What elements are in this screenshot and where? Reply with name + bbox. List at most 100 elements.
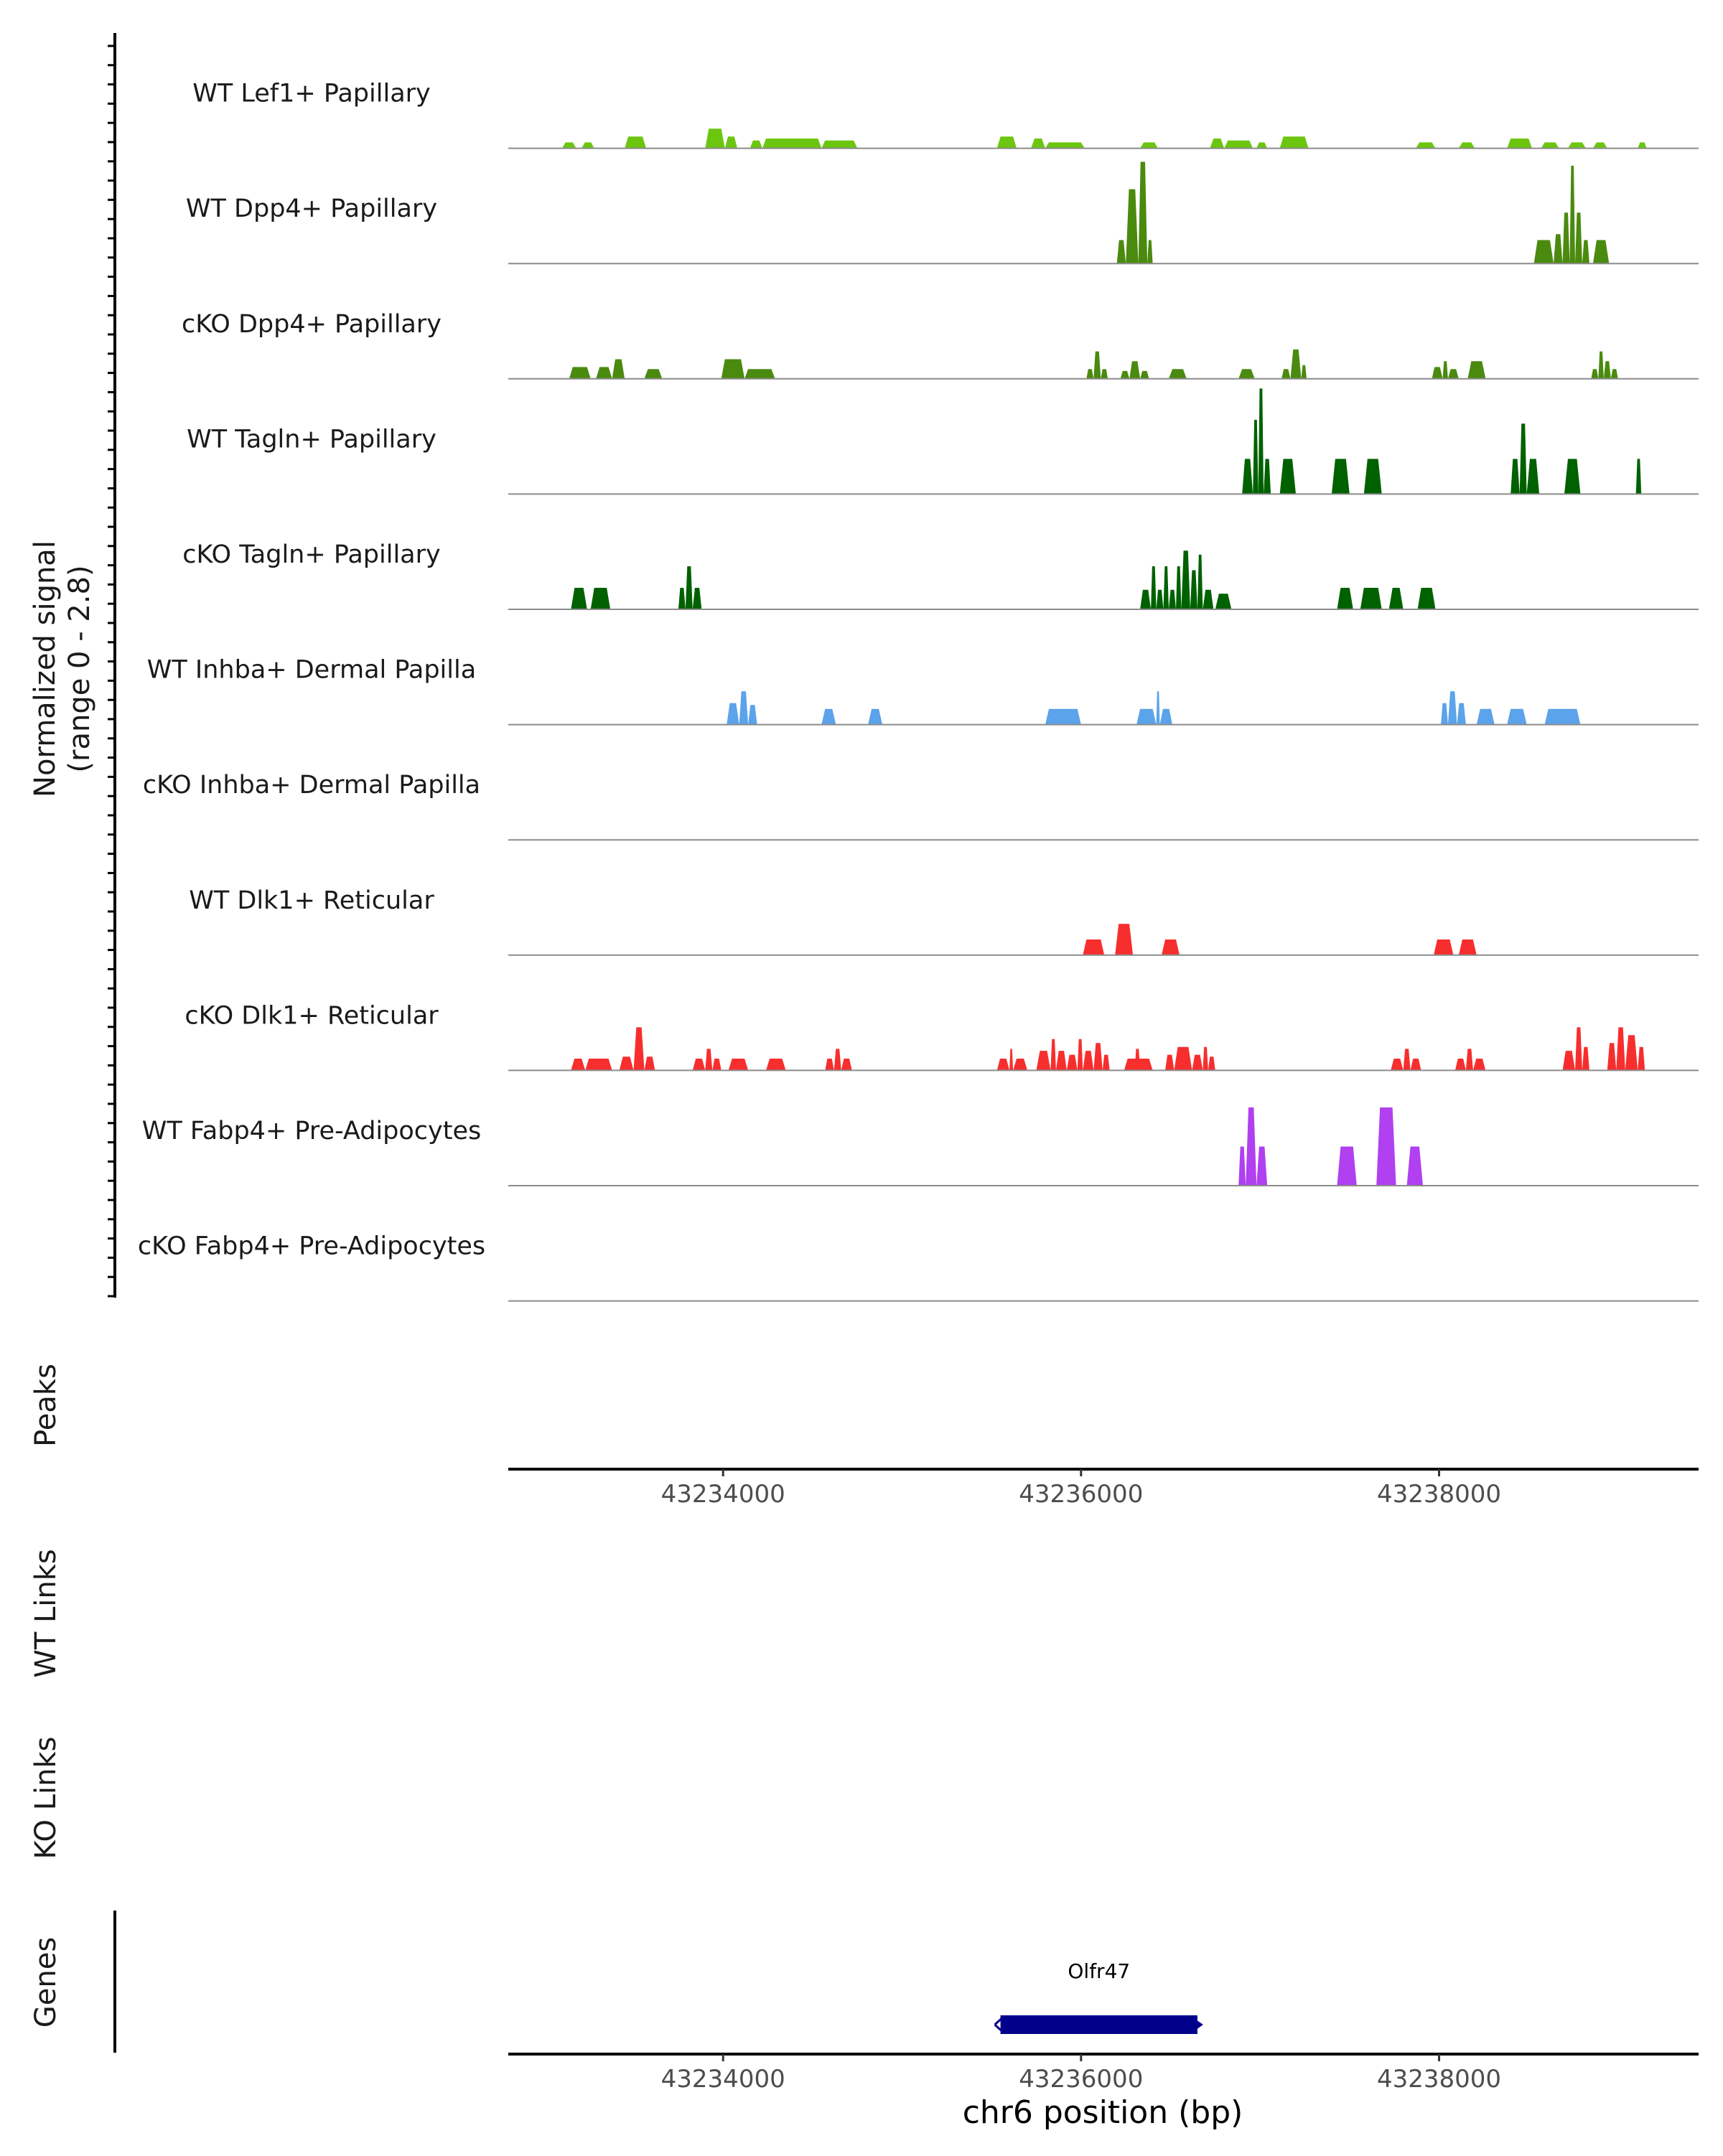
signal-segment bbox=[1591, 369, 1599, 379]
track-label: WT Tagln+ Papillary bbox=[187, 425, 436, 454]
signal-segment bbox=[1215, 594, 1232, 609]
signal-segment bbox=[1417, 588, 1436, 609]
track-label: cKO Fabp4+ Pre-Adipocytes bbox=[138, 1232, 485, 1261]
signal-segment bbox=[1406, 1146, 1423, 1186]
signal-segment bbox=[841, 1059, 852, 1071]
signal-segment bbox=[1598, 351, 1604, 379]
gene-name-label: Olfr47 bbox=[1068, 1959, 1130, 1983]
signal-segment bbox=[1434, 939, 1454, 955]
signal-segment bbox=[1507, 139, 1533, 149]
signal-segment bbox=[1156, 589, 1164, 609]
signal-segment bbox=[766, 1059, 786, 1071]
signal-segment bbox=[996, 136, 1017, 149]
track-label: WT Inhba+ Dermal Papilla bbox=[147, 656, 476, 685]
signal-segment bbox=[1050, 1039, 1056, 1071]
signal-segment bbox=[762, 139, 822, 149]
signal-segment bbox=[1140, 370, 1149, 379]
signal-segment bbox=[1458, 142, 1475, 149]
signal-segment bbox=[1129, 361, 1141, 379]
signal-segment bbox=[1203, 589, 1214, 609]
signal-segment bbox=[1635, 459, 1642, 495]
signal-segment bbox=[1603, 361, 1611, 379]
signal-segment bbox=[739, 691, 749, 725]
signal-segment bbox=[727, 703, 739, 725]
signal-segment bbox=[1610, 369, 1618, 379]
signal-segment bbox=[1165, 1054, 1175, 1071]
signal-segment bbox=[834, 1049, 841, 1071]
signal-segment bbox=[1616, 1027, 1625, 1071]
signal-segment bbox=[721, 359, 745, 379]
signal-segment bbox=[1442, 361, 1448, 379]
track-4: cKO Tagln+ Papillary bbox=[182, 540, 1699, 610]
signal-segment bbox=[1410, 1059, 1421, 1071]
signal-segment bbox=[1181, 550, 1190, 609]
signal-segment bbox=[1447, 691, 1457, 725]
signal-segment bbox=[728, 1059, 749, 1071]
signal-segment bbox=[1190, 570, 1197, 609]
signal-segment bbox=[1159, 708, 1172, 725]
signal-segment bbox=[590, 588, 611, 609]
gene-track: Olfr47 bbox=[994, 1959, 1203, 2034]
signal-segment bbox=[619, 1056, 634, 1071]
coverage-y-axis bbox=[108, 33, 116, 1298]
signal-segment bbox=[1120, 370, 1130, 379]
x-axis-genes: 43234000 43236000 43238000 bbox=[508, 2053, 1699, 2094]
signal-segment bbox=[1432, 367, 1443, 379]
signal-segment bbox=[1454, 1059, 1466, 1071]
signal-segment bbox=[596, 367, 612, 379]
signal-segment bbox=[644, 369, 663, 379]
track-3: WT Tagln+ Papillary bbox=[187, 388, 1699, 495]
signal-segment bbox=[1363, 459, 1382, 495]
track-label: WT Dpp4+ Papillary bbox=[186, 194, 437, 223]
track-7: WT Dlk1+ Reticular bbox=[189, 886, 1699, 956]
signal-segment bbox=[1136, 708, 1157, 725]
signal-segment bbox=[1147, 240, 1153, 264]
peaks-panel-label: Peaks bbox=[29, 1364, 62, 1447]
signal-segment bbox=[1246, 1107, 1257, 1186]
signal-segment bbox=[585, 1059, 612, 1071]
signal-segment bbox=[1592, 240, 1610, 264]
signal-segment bbox=[678, 588, 686, 609]
signal-segment bbox=[685, 566, 693, 609]
signal-segment bbox=[1115, 924, 1134, 955]
signal-segment bbox=[1151, 566, 1157, 609]
gene-strand-arrow-icon bbox=[994, 2017, 1003, 2033]
signal-segment bbox=[1575, 1027, 1582, 1071]
signal-segment bbox=[1134, 1049, 1141, 1071]
signal-segment bbox=[1238, 369, 1255, 379]
track-8: cKO Dlk1+ Reticular bbox=[185, 1001, 1699, 1072]
signal-segment bbox=[868, 708, 883, 725]
signal-segment bbox=[1197, 554, 1203, 609]
genes-panel-label: Genes bbox=[29, 1937, 62, 2028]
signal-segment bbox=[1169, 369, 1187, 379]
signal-segment bbox=[1544, 708, 1581, 725]
signal-segment bbox=[1253, 419, 1259, 495]
x-tick-label: 43236000 bbox=[1019, 1480, 1143, 1509]
signal-segment bbox=[1564, 459, 1581, 495]
signal-segment bbox=[748, 705, 757, 725]
signal-segment bbox=[1086, 369, 1094, 379]
signal-segment bbox=[1290, 349, 1302, 379]
signal-segment bbox=[996, 1059, 1010, 1071]
signal-segment bbox=[1126, 189, 1139, 264]
signal-segment bbox=[1174, 1046, 1192, 1071]
signal-segment bbox=[1472, 1059, 1486, 1071]
signal-segment bbox=[1055, 1051, 1067, 1071]
signal-segment bbox=[1031, 139, 1045, 149]
signal-segment bbox=[1101, 369, 1108, 379]
signal-segment bbox=[1203, 1046, 1208, 1071]
signal-segment bbox=[1562, 1051, 1575, 1071]
signal-segment bbox=[692, 588, 702, 609]
track-2: cKO Dpp4+ Papillary bbox=[182, 310, 1699, 380]
signal-segment bbox=[1360, 588, 1382, 609]
coverage-ylabel-line2: (range 0 - 2.8) bbox=[63, 565, 96, 772]
signal-segment bbox=[1441, 703, 1448, 725]
signal-segment bbox=[1582, 240, 1589, 264]
signal-segment bbox=[1507, 708, 1527, 725]
track-0: WT Lef1+ Papillary bbox=[192, 80, 1699, 149]
track-label: cKO Dpp4+ Papillary bbox=[182, 310, 442, 339]
signal-segment bbox=[705, 1049, 713, 1071]
gene-end-cap-icon bbox=[1195, 2020, 1203, 2030]
coverage-tracks: WT Lef1+ Papillary WT Dpp4+ Papillary cKO … bbox=[138, 80, 1699, 1302]
signal-segment bbox=[1102, 1054, 1110, 1071]
